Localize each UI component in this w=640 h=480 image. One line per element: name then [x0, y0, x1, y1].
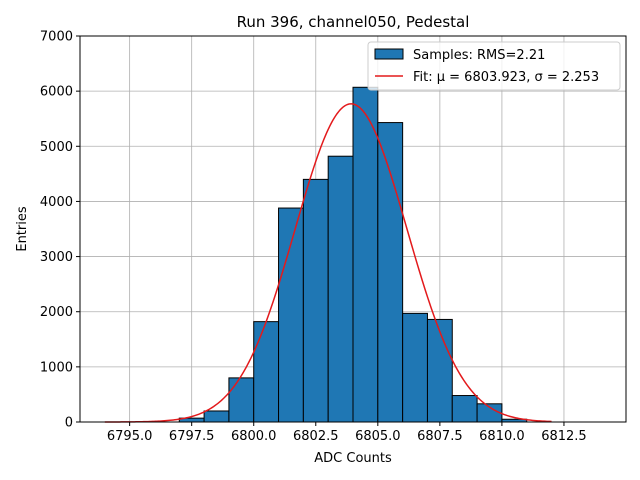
- y-axis-ticks: 0 1000 2000 3000 4000 5000 6000 7000: [40, 30, 80, 431]
- histogram-bar: [402, 312, 428, 423]
- x-tick-label: 6812.5: [541, 429, 587, 444]
- x-axis-ticks: 6795.0 6797.5 6800.0 6802.5 6805.0 6807.5 6810…: [107, 422, 587, 444]
- histogram-bar: [327, 155, 354, 423]
- legend-box: [367, 41, 621, 91]
- y-tick-label: 6000: [40, 85, 73, 100]
- y-axis-label: Entries: [15, 206, 30, 252]
- x-tick-label: 6795.0: [107, 429, 153, 444]
- x-tick-label: 6807.5: [417, 429, 463, 444]
- y-tick-label: 0: [65, 416, 73, 431]
- histogram-bar: [228, 377, 255, 423]
- y-tick-label: 1000: [40, 360, 73, 375]
- histogram-bar: [302, 178, 329, 423]
- x-tick-label: 6802.5: [293, 429, 339, 444]
- x-tick-label: 6810.0: [479, 429, 525, 444]
- x-tick-label: 6797.5: [169, 429, 215, 444]
- y-tick-label: 2000: [40, 305, 73, 320]
- histogram-bar: [352, 86, 379, 423]
- x-axis-label: ADC Counts: [314, 451, 392, 466]
- y-tick-label: 7000: [40, 30, 73, 45]
- plot-frame: [79, 35, 627, 423]
- histogram-bar: [203, 410, 230, 423]
- histogram-bar: [426, 318, 453, 423]
- histogram-bar: [278, 207, 304, 423]
- y-tick-label: 5000: [40, 140, 73, 155]
- x-tick-label: 6805.0: [355, 429, 401, 444]
- y-tick-label: 3000: [40, 250, 73, 265]
- y-tick-label: 4000: [40, 195, 73, 210]
- legend-label-histogram: Samples: RMS=2.21: [413, 48, 545, 63]
- histogram-bar: [377, 122, 404, 423]
- histogram-bar: [253, 321, 280, 423]
- legend-label-fit: Fit: μ = 6803.923, σ = 2.253: [413, 70, 599, 85]
- chart-title: Run 396, channel050, Pedestal: [237, 13, 470, 31]
- legend-swatch-histogram: [374, 48, 404, 60]
- legend: Samples: RMS=2.21 Fit: μ = 6803.923, σ =…: [367, 41, 621, 91]
- fit-curve-group: [104, 103, 552, 423]
- histogram-bar: [451, 395, 478, 423]
- x-tick-label: 6800.0: [231, 429, 277, 444]
- fit-curve: [104, 103, 552, 423]
